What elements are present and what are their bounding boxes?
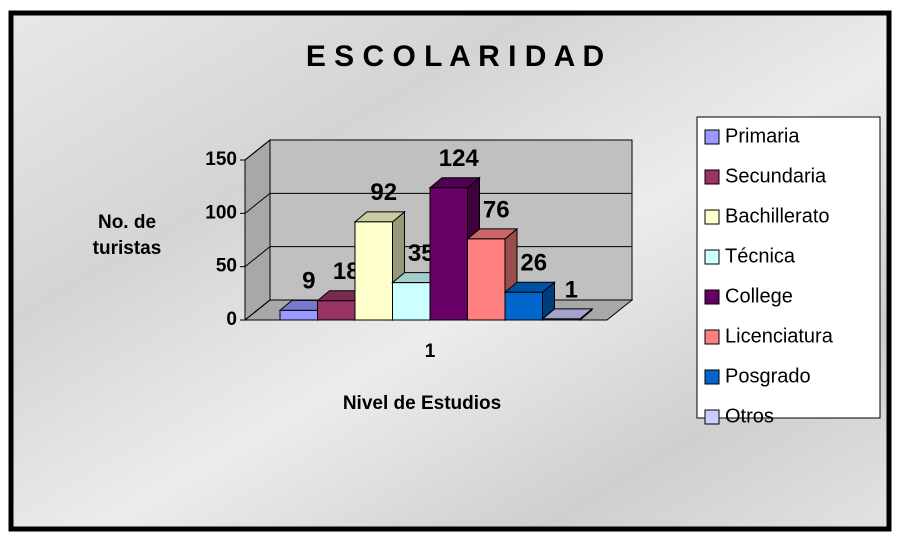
bar [467, 238, 506, 321]
grid-line [244, 139, 271, 161]
side-wall [244, 138, 271, 322]
legend-swatch [704, 409, 720, 425]
legend-swatch [704, 369, 720, 385]
legend-label: Otros [725, 405, 774, 427]
y-tick-label: 0 [226, 309, 237, 330]
legend-label: Licenciatura [725, 325, 834, 347]
legend-label: Primaria [725, 125, 800, 147]
value-label: 124 [439, 145, 480, 172]
grid-line [244, 299, 271, 321]
legend-label: Bachillerato [725, 205, 830, 227]
value-label: 9 [302, 268, 315, 295]
bar [429, 187, 468, 321]
legend-label: Secundaria [725, 165, 827, 187]
bar [504, 291, 543, 321]
bar [354, 221, 393, 321]
grid-line [244, 246, 271, 268]
legend-swatch [704, 329, 720, 345]
legend-swatch [704, 129, 720, 145]
legend-swatch [704, 209, 720, 225]
y-tick-label: 50 [216, 256, 237, 277]
value-label: 92 [370, 179, 397, 206]
x-axis-label: Nivel de Estudios [343, 393, 501, 414]
legend-label: College [725, 285, 793, 307]
chart-title: E S C O L A R I D A D [306, 40, 604, 73]
bar [279, 309, 318, 321]
y-tick-label: 150 [205, 149, 237, 170]
legend-label: Técnica [725, 245, 796, 267]
value-label: 26 [520, 250, 547, 277]
legend-box [696, 116, 881, 419]
legend-label: Posgrado [725, 365, 811, 387]
legend-swatch [704, 169, 720, 185]
x-tick-label: 1 [425, 341, 436, 362]
value-label: 1 [565, 276, 578, 303]
legend-swatch [704, 249, 720, 265]
bar [542, 318, 581, 321]
legend-swatch [704, 289, 720, 305]
y-axis-label: No. de turistas [92, 212, 162, 259]
value-label: 76 [483, 196, 510, 223]
bar [392, 282, 431, 321]
bar [317, 300, 356, 321]
y-tick-label: 100 [205, 202, 237, 223]
grid-line [244, 192, 271, 214]
